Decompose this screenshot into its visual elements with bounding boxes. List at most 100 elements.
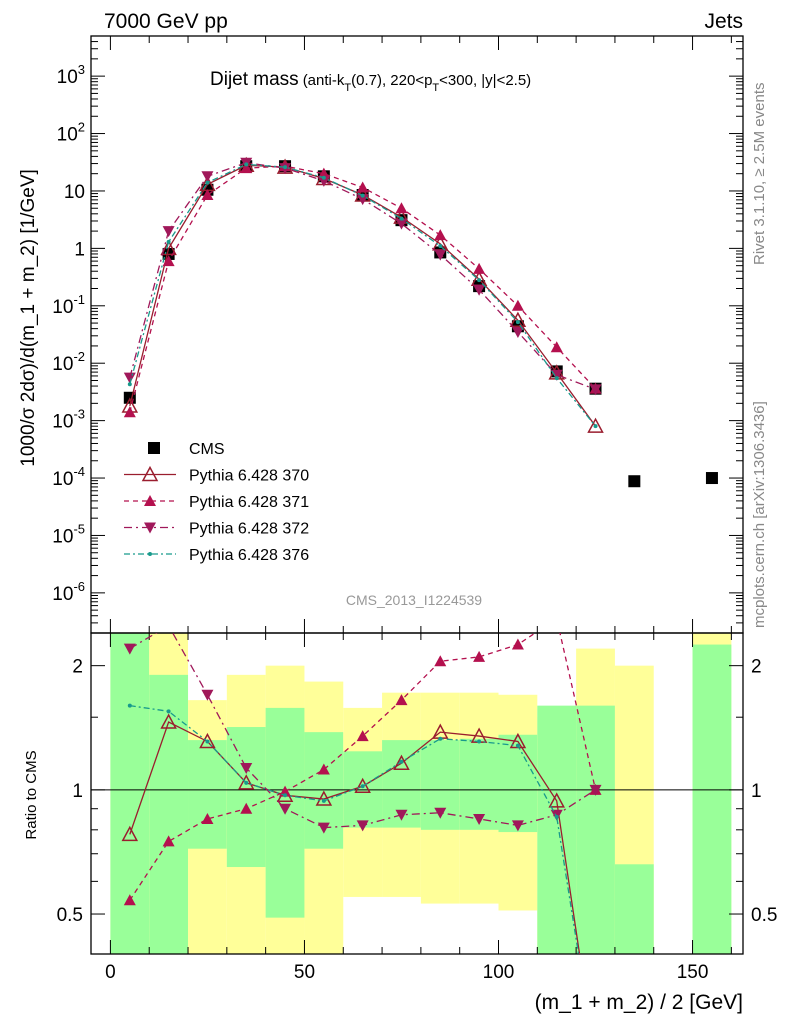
data-point — [166, 239, 171, 244]
data-point — [438, 736, 443, 741]
data-point — [162, 835, 175, 847]
data-point — [166, 709, 171, 714]
ratio-series-pythia-6.428-372 — [123, 633, 602, 834]
data-point — [705, 472, 718, 485]
data-point — [395, 218, 408, 230]
data-point — [593, 424, 598, 429]
data-point — [548, 792, 565, 808]
band-green-13 — [614, 864, 654, 954]
data-point — [473, 813, 486, 825]
data-point — [356, 181, 369, 193]
data-point — [434, 249, 447, 261]
data-point — [141, 465, 159, 482]
data-point — [201, 689, 214, 701]
data-point — [356, 730, 369, 742]
ratio-y-tick-label: 0.5 — [57, 905, 83, 926]
data-point — [162, 255, 175, 267]
analysis-id: CMS_2013_I1224539 — [346, 592, 482, 608]
data-point — [315, 790, 333, 806]
x-tick-label: 150 — [677, 962, 709, 983]
data-point — [321, 175, 326, 180]
data-point — [148, 442, 160, 454]
ratio-y-tick-label: 0.5 — [751, 905, 777, 926]
data-point — [473, 650, 486, 662]
data-point — [201, 189, 214, 201]
y-tick-label: 1 — [74, 239, 85, 260]
ratio-y-axis-label: Ratio to CMS — [23, 750, 40, 839]
data-point — [244, 780, 249, 785]
data-point — [360, 784, 365, 789]
y-tick-label: 10-2 — [52, 349, 85, 375]
y-tick-label: 103 — [57, 62, 85, 88]
data-point — [121, 825, 139, 842]
y-tick-label: 10-6 — [52, 579, 85, 605]
legend-label: CMS — [189, 441, 225, 458]
data-point — [554, 814, 559, 819]
data-point — [395, 694, 408, 706]
band-green-2 — [188, 740, 227, 849]
y-tick-label: 10-1 — [52, 292, 85, 318]
data-point — [434, 807, 447, 819]
data-point — [162, 226, 175, 238]
data-point — [317, 175, 330, 187]
ratio-y-tick-label: 2 — [72, 657, 83, 678]
data-point — [511, 820, 524, 832]
data-point — [240, 802, 253, 814]
header-right: Jets — [704, 10, 743, 33]
data-point — [628, 475, 641, 488]
band-green-12 — [576, 705, 615, 954]
data-point — [589, 384, 602, 396]
ratio-frame — [90, 632, 744, 955]
data-point — [554, 376, 559, 381]
data-point — [237, 774, 255, 790]
y-tick-label: 10 — [64, 182, 85, 203]
y-tick-label: 10-4 — [52, 464, 85, 490]
data-point — [283, 793, 288, 798]
x-tick-label: 0 — [105, 962, 116, 983]
data-point — [123, 406, 136, 418]
y-tick-label: 102 — [57, 120, 85, 146]
chart-title: Dijet mass (anti-kT(0.7), 220<pT<300, |y|… — [210, 69, 531, 94]
band-green-14 — [692, 644, 732, 954]
data-point — [477, 278, 482, 283]
data-point — [356, 194, 369, 206]
data-point — [550, 369, 563, 381]
data-point — [509, 311, 527, 328]
data-point — [144, 495, 156, 506]
data-point — [395, 202, 408, 214]
y-axis-label: 1000/σ 2dσ)/d(m_1 + m_2) [1/GeV] — [18, 169, 39, 467]
legend-label: Pythia 6.428 372 — [189, 521, 309, 538]
data-point — [511, 326, 524, 338]
data-point — [589, 784, 602, 796]
mcplots-label: mcplots.cern.ch [arXiv:1306.3436] — [751, 401, 768, 628]
axis-ticks: 10-6 10-5 10-4 10-3 10-2 10-1 1 10 102 103 0 50 100 1… — [52, 36, 777, 983]
x-tick-label: 100 — [483, 962, 515, 983]
band-green-11 — [537, 705, 577, 954]
data-point — [283, 165, 288, 170]
data-point — [199, 732, 216, 749]
band-green-3 — [226, 727, 266, 868]
data-point — [550, 341, 563, 353]
data-point — [438, 244, 443, 249]
data-point — [587, 417, 604, 433]
data-point — [279, 803, 292, 815]
data-point — [477, 739, 482, 744]
data-point — [511, 638, 524, 650]
data-point — [317, 763, 330, 775]
data-point — [360, 193, 365, 198]
legend-label: Pythia 6.428 370 — [189, 468, 309, 485]
data-point — [160, 239, 177, 256]
data-point — [395, 809, 408, 821]
ratio-y-tick-label: 2 — [751, 657, 762, 678]
data-point — [356, 820, 369, 832]
legend-label: Pythia 6.428 371 — [189, 494, 309, 511]
y-tick-label: 10-3 — [52, 407, 85, 433]
data-point — [144, 522, 156, 534]
x-axis-label: (m_1 + m_2) / 2 [GeV] — [535, 991, 743, 1014]
data-point — [317, 822, 330, 834]
data-point — [205, 739, 210, 744]
data-point — [515, 320, 520, 325]
data-point — [434, 655, 447, 667]
series-cms — [123, 160, 718, 488]
